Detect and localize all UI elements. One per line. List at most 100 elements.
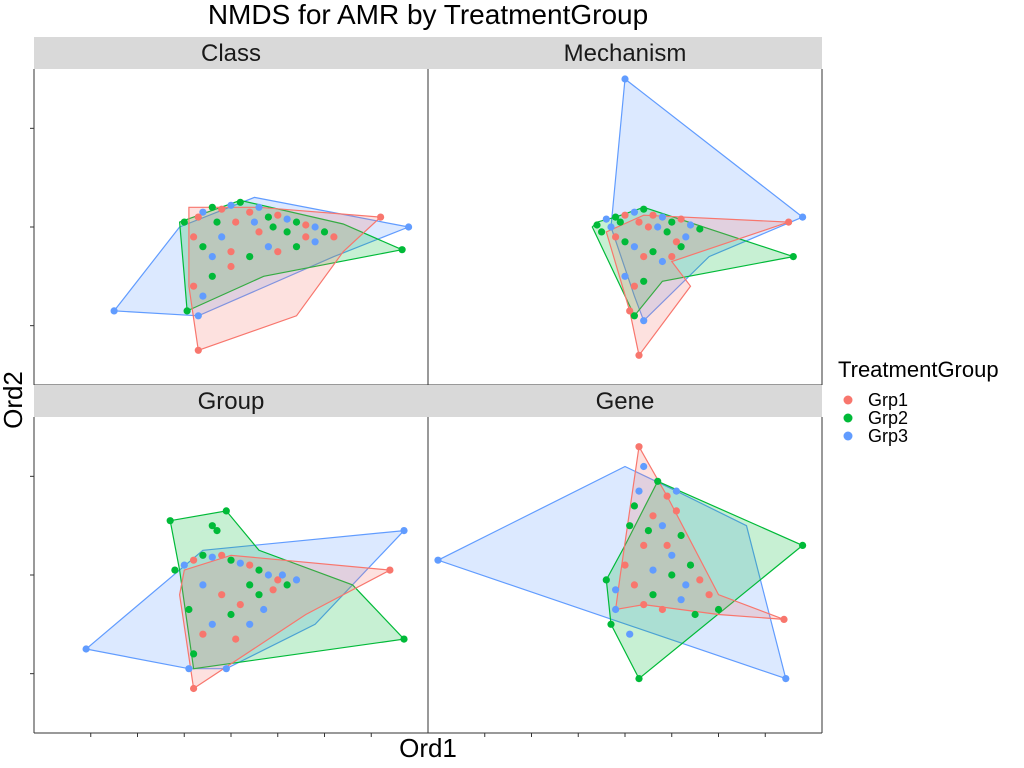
- point-grp2: [640, 205, 648, 213]
- point-grp3: [311, 223, 319, 231]
- point-grp2: [222, 507, 230, 515]
- point-grp3: [218, 233, 226, 241]
- point-grp2: [640, 277, 648, 285]
- facet-panels: Class Mechanism Group Gene: [30, 37, 823, 737]
- point-grp1: [621, 561, 629, 569]
- point-grp2: [208, 522, 216, 530]
- point-grp1: [663, 492, 671, 500]
- x-axis-title: Ord1: [399, 733, 457, 763]
- hull-grp2: [169, 510, 406, 670]
- point-grp2: [213, 218, 221, 226]
- point-grp2: [246, 581, 254, 589]
- point-grp3: [682, 581, 690, 589]
- point-grp2: [654, 477, 662, 485]
- point-grp2: [227, 610, 235, 619]
- strip-label: Group: [198, 388, 265, 415]
- point-grp3: [686, 221, 695, 229]
- point-grp2: [320, 228, 329, 236]
- point-grp1: [644, 223, 653, 231]
- point-grp1: [190, 556, 198, 564]
- point-grp2: [668, 218, 676, 226]
- point-grp3: [640, 462, 648, 471]
- legend-label-grp2: Grp2: [868, 408, 908, 428]
- point-grp3: [400, 527, 408, 535]
- strip-background: [428, 385, 822, 417]
- point-grp3: [255, 203, 263, 211]
- point-grp2: [199, 551, 207, 559]
- strip-background: [34, 37, 428, 69]
- point-grp3: [640, 317, 648, 325]
- point-grp2: [227, 556, 235, 564]
- y-axis-title: Ord2: [0, 371, 28, 429]
- point-grp2: [166, 517, 174, 525]
- point-grp2: [630, 502, 639, 510]
- point-grp1: [302, 233, 310, 241]
- legend-title: TreatmentGroup: [838, 357, 999, 382]
- point-grp1: [640, 541, 648, 550]
- point-grp2: [246, 253, 254, 261]
- point-grp3: [621, 272, 629, 280]
- point-grp3: [626, 630, 634, 638]
- point-grp1: [780, 615, 788, 624]
- point-grp3: [630, 208, 639, 216]
- point-grp1: [218, 205, 226, 213]
- point-grp1: [274, 248, 282, 256]
- point-grp3: [658, 257, 667, 266]
- point-grp2: [183, 307, 191, 315]
- point-grp1: [672, 507, 681, 515]
- point-grp1: [785, 218, 793, 226]
- point-grp1: [672, 238, 681, 246]
- point-grp2: [691, 610, 699, 619]
- point-grp2: [292, 243, 301, 251]
- point-grp3: [607, 223, 615, 231]
- point-grp3: [677, 596, 685, 604]
- point-grp1: [640, 601, 648, 609]
- point-grp2: [630, 312, 639, 320]
- point-grp1: [649, 512, 657, 520]
- point-grp3: [82, 645, 90, 653]
- point-grp3: [612, 605, 620, 614]
- legend-key-grp3: [843, 431, 853, 441]
- point-grp2: [190, 650, 198, 658]
- hull-grp3: [436, 465, 787, 680]
- point-grp3: [208, 620, 216, 628]
- point-grp3: [236, 559, 244, 567]
- point-grp3: [668, 551, 676, 559]
- point-grp3: [278, 571, 286, 579]
- point-grp1: [626, 307, 634, 315]
- point-grp2: [696, 225, 704, 233]
- point-grp2: [677, 531, 685, 540]
- legend-key-grp2: [843, 413, 853, 423]
- point-grp3: [199, 581, 207, 589]
- point-grp1: [255, 228, 263, 236]
- point-grp2: [598, 228, 606, 236]
- point-grp1: [649, 211, 657, 219]
- point-grp1: [677, 215, 685, 223]
- point-grp3: [260, 605, 268, 614]
- point-grp2: [626, 522, 634, 530]
- point-grp3: [612, 586, 620, 594]
- point-grp3: [658, 522, 667, 530]
- point-grp3: [250, 218, 258, 226]
- point-grp2: [398, 246, 406, 254]
- point-grp3: [658, 213, 667, 221]
- point-grp2: [255, 566, 263, 574]
- point-grp2: [208, 272, 216, 280]
- strip-label: Mechanism: [564, 40, 687, 67]
- point-grp1: [663, 541, 671, 550]
- point-grp1: [246, 561, 254, 569]
- point-grp1: [232, 218, 240, 226]
- point-grp3: [264, 243, 272, 251]
- point-grp1: [696, 576, 704, 584]
- point-grp2: [799, 541, 807, 550]
- point-grp2: [213, 527, 221, 535]
- point-grp3: [630, 243, 639, 251]
- point-grp3: [311, 238, 319, 246]
- point-grp2: [283, 228, 291, 236]
- point-grp1: [630, 282, 639, 290]
- point-grp3: [649, 566, 657, 574]
- point-grp3: [199, 208, 207, 216]
- point-grp3: [292, 576, 301, 584]
- point-grp3: [621, 75, 629, 83]
